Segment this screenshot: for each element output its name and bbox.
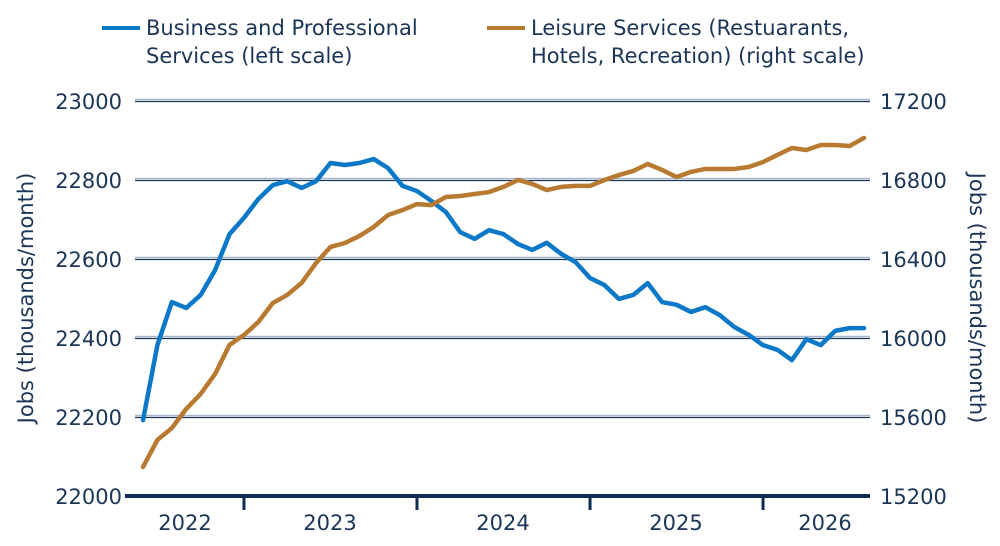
y-tick-label-right: 16400 xyxy=(880,248,947,272)
legend-leisure-line2: Hotels, Recreation) (right scale) xyxy=(531,44,865,68)
y-tick-label-right: 15600 xyxy=(880,406,947,430)
y-axis-title-right: Jobs (thousands/month) xyxy=(965,171,989,424)
y-tick-label-right: 16000 xyxy=(880,327,947,351)
y-tick-label-left: 22200 xyxy=(55,406,122,430)
legend-business: Business and Professional Services (left… xyxy=(146,14,418,70)
y-tick-label-left: 22400 xyxy=(55,327,122,351)
y-tick-label-left: 22600 xyxy=(55,248,122,272)
x-tick-label: 2023 xyxy=(303,511,356,535)
y-tick-label-left: 22800 xyxy=(55,169,122,193)
x-tick-label: 2026 xyxy=(798,511,851,535)
x-tick-label: 2025 xyxy=(649,511,702,535)
legend-leisure-line1: Leisure Services (Restuarants, xyxy=(531,16,850,40)
x-tick-label: 2024 xyxy=(476,511,529,535)
x-tick-label: 2022 xyxy=(158,511,211,535)
legend-leisure: Leisure Services (Restuarants, Hotels, R… xyxy=(531,14,865,70)
y-tick-label-right: 17200 xyxy=(880,90,947,114)
y-tick-label-left: 23000 xyxy=(55,90,122,114)
legend-swatch-leisure xyxy=(487,26,525,30)
y-axis-title-left: Jobs (thousands/month) xyxy=(14,173,38,426)
legend-business-line2: Services (left scale) xyxy=(146,44,353,68)
series-line-left xyxy=(140,156,867,423)
legend-swatch-business xyxy=(102,26,140,30)
y-tick-label-right: 15200 xyxy=(880,485,947,509)
y-tick-label-left: 22000 xyxy=(55,485,122,509)
legend-business-line1: Business and Professional xyxy=(146,16,418,40)
y-tick-label-right: 16800 xyxy=(880,169,947,193)
